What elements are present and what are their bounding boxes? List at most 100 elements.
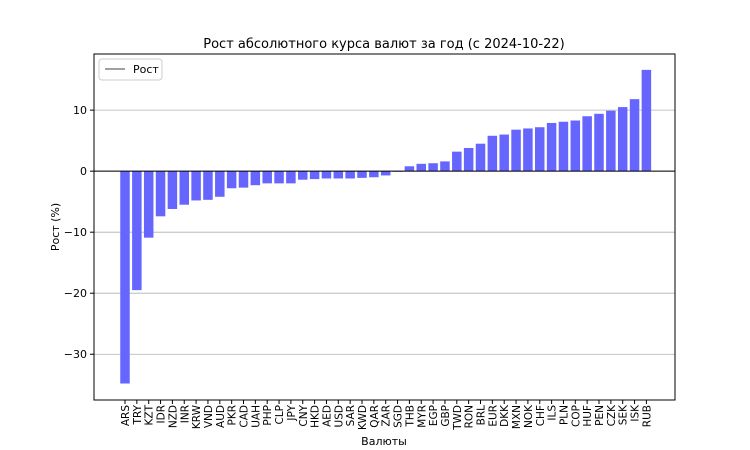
- x-tick-label: CZK: [606, 404, 618, 427]
- x-tick-label: HKD: [310, 405, 322, 428]
- bar-qar: [369, 171, 379, 178]
- x-tick-label: SAR: [345, 405, 357, 426]
- x-tick-label: GBP: [440, 405, 452, 427]
- legend-box: [98, 58, 163, 81]
- x-tick-label: KWD: [357, 405, 369, 430]
- bar-aed: [321, 171, 332, 179]
- chart-title: Рост абсолютного курса валют за год (с 2…: [203, 37, 564, 52]
- bar-sar: [345, 171, 355, 179]
- y-tick-label: −30: [64, 348, 87, 361]
- bar-dkk: [499, 134, 509, 172]
- x-tick-label: BRL: [476, 405, 488, 425]
- x-tick-label: KRW: [191, 404, 203, 429]
- x-tick-label: SGD: [393, 405, 405, 428]
- x-tick-label: EUR: [487, 405, 499, 427]
- bar-php: [262, 171, 272, 184]
- x-tick-label: AUD: [215, 405, 227, 428]
- bar-inr: [179, 171, 189, 205]
- bar-ars: [120, 171, 130, 384]
- y-axis-label: Рост (%): [49, 203, 62, 251]
- bar-huf: [582, 116, 592, 172]
- bar-kzt: [143, 171, 154, 238]
- bar-zar: [380, 171, 391, 176]
- bar-eur: [487, 135, 498, 172]
- x-tick-label: ILS: [547, 405, 559, 421]
- x-tick-label: USD: [333, 405, 345, 427]
- x-tick-label: ISK: [630, 404, 642, 422]
- x-axis-label: Валюты: [361, 435, 407, 448]
- bar-cny: [298, 171, 308, 180]
- x-tick-label: PEN: [594, 405, 606, 426]
- bar-nok: [523, 128, 533, 172]
- bar-usd: [333, 171, 344, 179]
- x-tick-label: MXN: [511, 405, 523, 429]
- bar-myr: [416, 163, 426, 172]
- x-tick-label: NOK: [523, 404, 535, 428]
- x-tick-label: INR: [179, 405, 191, 423]
- x-tick-label: RON: [464, 405, 476, 428]
- x-tick-label: ZAR: [381, 405, 393, 427]
- bar-nzd: [167, 171, 178, 209]
- bar-cad: [238, 171, 249, 188]
- legend: Рост: [98, 58, 163, 81]
- bar-kwd: [357, 171, 367, 178]
- x-axis-ticks: ARS TRY KZT IDR NZD INR KRW VND AUD PKR CAD UAH PHP C…: [120, 400, 653, 431]
- y-tick-label: 10: [73, 104, 87, 117]
- x-tick-label: CNY: [298, 404, 310, 426]
- bar-czk: [606, 110, 616, 172]
- x-tick-label: QAR: [369, 405, 381, 428]
- bar-ron: [463, 147, 474, 172]
- bar-vnd: [203, 171, 213, 200]
- bar-hkd: [309, 171, 320, 180]
- bar-twd: [452, 151, 462, 172]
- bar-sek: [617, 107, 628, 172]
- bar-cop: [570, 120, 581, 172]
- bar-uah: [250, 171, 261, 186]
- bar-jpy: [286, 171, 296, 184]
- x-tick-label: ARS: [120, 405, 132, 426]
- bar-clp: [274, 171, 284, 184]
- x-tick-label: CAD: [239, 405, 251, 428]
- legend-entry-label: Рост: [133, 63, 159, 76]
- bar-krw: [191, 171, 201, 201]
- bar-ils: [546, 122, 557, 172]
- bar-brl: [475, 143, 486, 172]
- x-tick-label: HUF: [582, 405, 594, 427]
- y-axis-ticks: 10 0 −10 −20 −30: [64, 104, 94, 361]
- x-tick-label: PKR: [227, 405, 239, 426]
- x-tick-label: KZT: [144, 404, 156, 425]
- y-tick-label: 0: [80, 165, 87, 178]
- x-tick-label: THB: [404, 405, 416, 428]
- bar-chf: [535, 127, 545, 172]
- bar-rub: [641, 69, 652, 172]
- bar-thb: [404, 166, 415, 172]
- bar-pkr: [226, 171, 237, 189]
- x-tick-label: NZD: [167, 405, 179, 428]
- x-tick-label: EGP: [428, 405, 440, 426]
- x-tick-label: TRY: [132, 404, 144, 425]
- x-tick-label: RUB: [641, 405, 653, 427]
- x-tick-label: IDR: [156, 405, 168, 423]
- bar-isk: [629, 99, 640, 172]
- plot-frame: [93, 53, 676, 401]
- bar-aud: [215, 171, 225, 197]
- bar-pln: [558, 121, 569, 172]
- x-tick-label: VND: [203, 405, 215, 428]
- bar-try: [132, 171, 142, 291]
- y-tick-label: −10: [64, 226, 87, 239]
- x-tick-label: SEK: [618, 404, 630, 425]
- x-tick-label: JPY: [286, 404, 298, 421]
- x-tick-label: COP: [570, 405, 582, 427]
- bars: [120, 69, 652, 384]
- x-tick-label: TWD: [452, 405, 464, 431]
- x-tick-label: DKK: [499, 404, 511, 427]
- x-tick-label: CHF: [535, 405, 547, 426]
- bar-gbp: [440, 161, 450, 172]
- bar-idr: [155, 171, 166, 217]
- x-tick-label: CLP: [274, 405, 286, 425]
- x-tick-label: AED: [321, 405, 333, 427]
- x-tick-label: MYR: [416, 405, 428, 428]
- bar-mxn: [511, 129, 521, 172]
- x-tick-label: UAH: [250, 405, 262, 428]
